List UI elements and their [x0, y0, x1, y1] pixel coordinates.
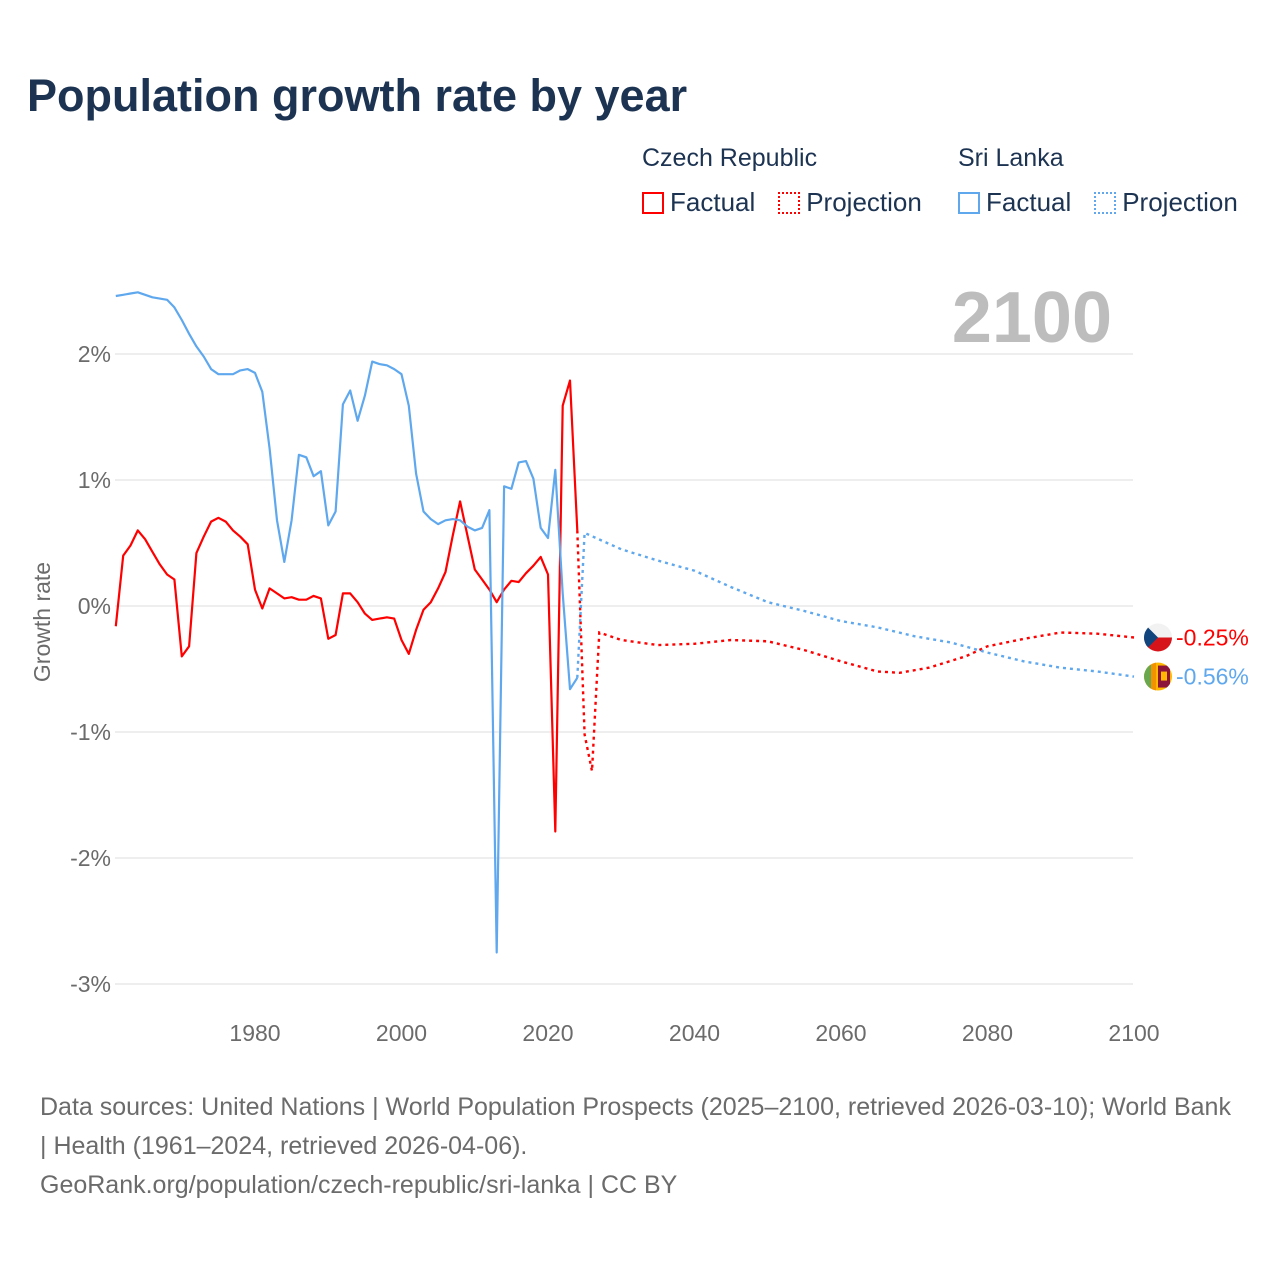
y-tick-label: -1%	[70, 719, 111, 745]
legend-projection[interactable]: Projection	[1094, 187, 1238, 218]
legend-label: Projection	[1122, 187, 1238, 217]
legend-swatch-solid	[958, 191, 980, 214]
y-tick-label: 1%	[78, 467, 111, 493]
y-axis-label: Growth rate	[29, 562, 55, 682]
flag-green	[1144, 662, 1151, 691]
flag-body	[1144, 623, 1172, 652]
legend-projection[interactable]: Projection	[778, 187, 922, 218]
x-tick-label: 2060	[815, 1020, 866, 1046]
legend-factual[interactable]: Factual	[958, 187, 1071, 218]
legend-label: Factual	[670, 187, 756, 217]
sri-lanka-flag-icon	[1144, 662, 1172, 691]
footer: Data sources: United Nations | World Pop…	[40, 1088, 1240, 1205]
legend-swatch-solid	[642, 191, 664, 214]
legend-country-label: Sri Lanka	[958, 144, 1064, 172]
legend-swatch-dotted	[1094, 191, 1117, 214]
y-tick-label: 0%	[78, 593, 111, 619]
legend-country-label: Czech Republic	[642, 144, 818, 172]
y-tick-label: -3%	[70, 971, 111, 997]
czech-republic-flag-icon	[1144, 623, 1172, 652]
legend-label: Projection	[806, 187, 922, 217]
legend-label: Factual	[986, 187, 1072, 217]
sri-lanka-projection-line	[576, 531, 1135, 678]
chart-title: Population growth rate by year	[27, 70, 688, 121]
flag-blue	[1144, 623, 1158, 652]
sri-lanka-end-label: -0.56%	[1176, 664, 1249, 690]
legend-factual[interactable]: Factual	[642, 187, 755, 218]
credit-link[interactable]: GeoRank.org/population/czech-republic/sr…	[40, 1171, 678, 1199]
legend-czech-republic: Czech Republic Factual Projection	[642, 144, 938, 221]
year-display: 2100	[952, 278, 1112, 358]
czech-republic-projection-line	[576, 530, 1135, 772]
sri-lanka-factual-line	[115, 291, 579, 954]
legend-sri-lanka: Sri Lanka Factual Projection	[958, 144, 1238, 221]
x-tick-label: 2040	[669, 1020, 720, 1046]
x-tick-label: 2020	[522, 1020, 573, 1046]
y-tick-label: 2%	[78, 341, 111, 367]
data-sources: Data sources: United Nations | World Pop…	[40, 1093, 1231, 1160]
y-tick-label: -2%	[70, 845, 111, 871]
chart-area: 2100 Growth rate 2% 1% 0% -1% -2% -3% 1980 2000…	[29, 278, 1249, 1046]
czech-republic-factual-line	[114, 379, 579, 833]
flag-lion	[1161, 671, 1167, 681]
x-tick-label: 2100	[1108, 1020, 1159, 1046]
x-tick-label: 1980	[229, 1020, 280, 1046]
legend-swatch-dotted	[778, 191, 801, 214]
flag-body	[1144, 662, 1172, 691]
czech-republic-end-label: -0.25%	[1176, 625, 1249, 651]
flag-orange	[1151, 662, 1156, 691]
x-tick-label: 2000	[376, 1020, 427, 1046]
x-tick-label: 2080	[962, 1020, 1013, 1046]
